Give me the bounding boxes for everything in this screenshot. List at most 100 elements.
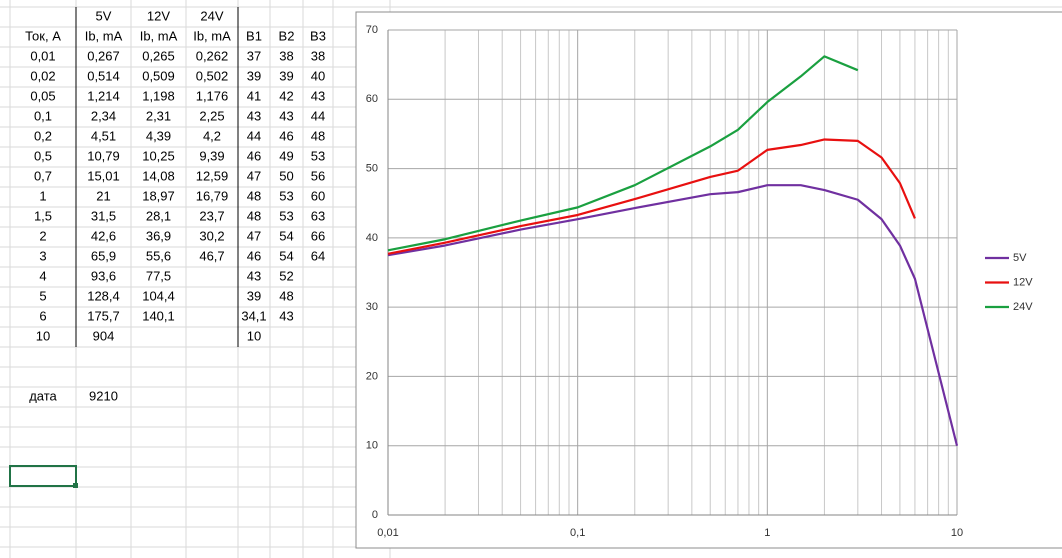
cell-text: 0,01 xyxy=(30,48,55,63)
cell-text: 14,08 xyxy=(142,168,175,183)
cell-text: 10 xyxy=(247,328,261,343)
cell-text: 43 xyxy=(247,268,261,283)
cell-text: 47 xyxy=(247,228,261,243)
cell-text: 37 xyxy=(247,48,261,63)
cell-text: 12,59 xyxy=(196,168,229,183)
cell-text: 175,7 xyxy=(87,308,120,323)
cell-text: 43 xyxy=(279,108,293,123)
cell-text: 10,25 xyxy=(142,148,175,163)
cell-text: 3 xyxy=(39,248,46,263)
series-line xyxy=(387,55,859,252)
cell-text: 0,05 xyxy=(30,88,55,103)
cell-text: 0,509 xyxy=(142,68,175,83)
cell-text: 24V xyxy=(200,8,223,23)
cell-text: 38 xyxy=(311,48,325,63)
cell-text: 21 xyxy=(96,188,110,203)
cell-text: 0,265 xyxy=(142,48,175,63)
cell-text: 46 xyxy=(279,128,293,143)
cell-text: 4 xyxy=(39,268,46,283)
cell-text: 23,7 xyxy=(199,208,224,223)
cell-text: 2 xyxy=(39,228,46,243)
cell-text: 4,39 xyxy=(146,128,171,143)
cell-text: 53 xyxy=(279,208,293,223)
cell-text: 39 xyxy=(279,68,293,83)
cell-text: 0,262 xyxy=(196,48,229,63)
cell-text: 0,1 xyxy=(34,108,52,123)
cell-text: 0,7 xyxy=(34,168,52,183)
series-line xyxy=(387,184,959,446)
cell-text: 50 xyxy=(279,168,293,183)
cell-text: 10 xyxy=(36,328,50,343)
y-tick-label: 70 xyxy=(366,24,378,36)
cell-text: 39 xyxy=(247,288,261,303)
cell-text: 0,514 xyxy=(87,68,120,83)
cell-text: Ib, mA xyxy=(140,28,178,43)
selected-cell[interactable] xyxy=(9,465,77,487)
cell-text: 48 xyxy=(247,208,261,223)
cell-text: 12V xyxy=(147,8,170,23)
y-tick-label: 20 xyxy=(366,370,378,382)
cell-text: 9,39 xyxy=(199,148,224,163)
cell-text: 10,79 xyxy=(87,148,120,163)
cell-text: 0,2 xyxy=(34,128,52,143)
cell-text: 0,502 xyxy=(196,68,229,83)
cell-text: 5 xyxy=(39,288,46,303)
cell-text: 93,6 xyxy=(91,268,116,283)
cell-text: 41 xyxy=(247,88,261,103)
cell-text: 63 xyxy=(311,208,325,223)
cell-text: дата xyxy=(29,388,57,403)
cell-text: 2,31 xyxy=(146,108,171,123)
cell-text: 42 xyxy=(279,88,293,103)
cell-text: 30,2 xyxy=(199,228,224,243)
cell-text: 64 xyxy=(311,248,325,263)
x-tick-label: 0,1 xyxy=(570,527,585,539)
cell-text: 55,6 xyxy=(146,248,171,263)
cell-text: 60 xyxy=(311,188,325,203)
cell-text: 0,02 xyxy=(30,68,55,83)
y-tick-label: 50 xyxy=(366,162,378,174)
cell-text: 49 xyxy=(279,148,293,163)
cell-text: 9210 xyxy=(89,388,118,403)
cell-text: 66 xyxy=(311,228,325,243)
cell-text: 5V xyxy=(96,8,112,23)
cell-text: 44 xyxy=(311,108,325,123)
cell-text: 4,2 xyxy=(203,128,221,143)
cell-text: Ток, А xyxy=(25,28,61,43)
cell-text: 18,97 xyxy=(142,188,175,203)
cell-text: 16,79 xyxy=(196,188,229,203)
cell-text: 42,6 xyxy=(91,228,116,243)
cell-text: 15,01 xyxy=(87,168,120,183)
cell-text: 39 xyxy=(247,68,261,83)
cell-text: 140,1 xyxy=(142,308,175,323)
x-tick-label: 0,01 xyxy=(377,527,398,539)
cell-text: 54 xyxy=(279,248,293,263)
cell-text: 48 xyxy=(279,288,293,303)
series-line xyxy=(387,138,916,255)
cell-text: 31,5 xyxy=(91,208,116,223)
legend-label: 12V xyxy=(1013,276,1033,288)
cell-text: 104,4 xyxy=(142,288,175,303)
cell-text: 43 xyxy=(279,308,293,323)
cell-text: 2,25 xyxy=(199,108,224,123)
chart-frame[interactable] xyxy=(355,11,1062,549)
cell-text: 77,5 xyxy=(146,268,171,283)
cell-text: 46,7 xyxy=(199,248,224,263)
cell-text: 904 xyxy=(93,328,115,343)
cell-text: 4,51 xyxy=(91,128,116,143)
cell-text: 56 xyxy=(311,168,325,183)
cell-text: B1 xyxy=(246,28,262,43)
cell-text: 2,34 xyxy=(91,108,116,123)
y-tick-label: 30 xyxy=(366,301,378,313)
cell-text: 54 xyxy=(279,228,293,243)
cell-text: 52 xyxy=(279,268,293,283)
cell-text: B2 xyxy=(279,28,295,43)
cell-text: Ib, mA xyxy=(193,28,231,43)
cell-text: 0,267 xyxy=(87,48,120,63)
fill-handle[interactable] xyxy=(73,483,78,488)
y-tick-label: 0 xyxy=(372,509,378,521)
cell-text: 34,1 xyxy=(241,308,266,323)
cell-text: 1,5 xyxy=(34,208,52,223)
cell-text: 46 xyxy=(247,148,261,163)
y-tick-label: 40 xyxy=(366,232,378,244)
